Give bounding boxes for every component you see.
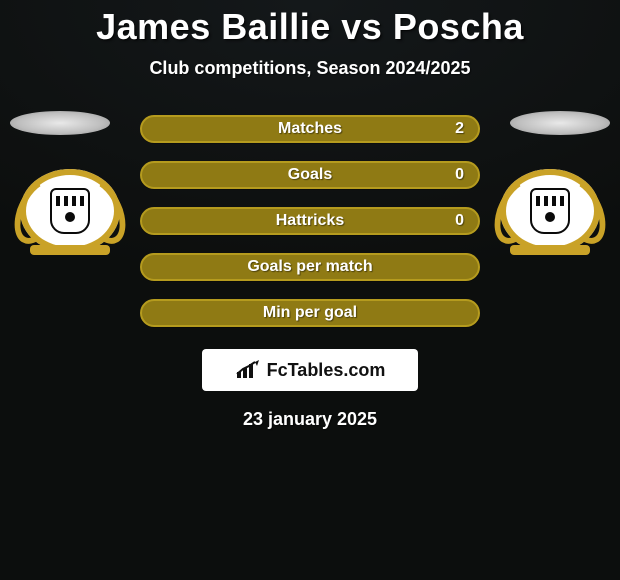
- page-subtitle: Club competitions, Season 2024/2025: [149, 58, 470, 79]
- stat-bar: Min per goal: [140, 299, 480, 327]
- club-crest-left: [20, 169, 120, 253]
- stat-label: Matches: [278, 120, 342, 138]
- stat-label: Goals: [288, 166, 332, 184]
- comparison-stage: Matches 2 Goals 0 Hattricks 0 Goals per match M…: [0, 115, 620, 327]
- stat-value-right: 0: [455, 212, 464, 230]
- brand-chart-icon: [235, 360, 261, 380]
- comparison-card: James Baillie vs Poscha Club competition…: [0, 0, 620, 580]
- stat-bar: Hattricks 0: [140, 207, 480, 235]
- banner-icon: [30, 245, 110, 255]
- stat-bar: Goals 0: [140, 161, 480, 189]
- stat-bar: Matches 2: [140, 115, 480, 143]
- page-title: James Baillie vs Poscha: [96, 6, 524, 48]
- stat-label: Goals per match: [247, 258, 372, 276]
- shield-icon: [530, 188, 570, 234]
- footer-date: 23 january 2025: [243, 409, 377, 430]
- banner-icon: [510, 245, 590, 255]
- stat-bar: Goals per match: [140, 253, 480, 281]
- crest-disc: [500, 169, 600, 253]
- stat-label: Min per goal: [263, 304, 357, 322]
- brand-badge: FcTables.com: [202, 349, 418, 391]
- stat-bars: Matches 2 Goals 0 Hattricks 0 Goals per match M…: [140, 115, 480, 327]
- player-puck-left: [10, 111, 110, 135]
- shield-icon: [50, 188, 90, 234]
- player-puck-right: [510, 111, 610, 135]
- stat-value-right: 2: [455, 120, 464, 138]
- club-crest-right: [500, 169, 600, 253]
- brand-text: FcTables.com: [267, 360, 386, 381]
- stat-label: Hattricks: [276, 212, 344, 230]
- crest-disc: [20, 169, 120, 253]
- stat-value-right: 0: [455, 166, 464, 184]
